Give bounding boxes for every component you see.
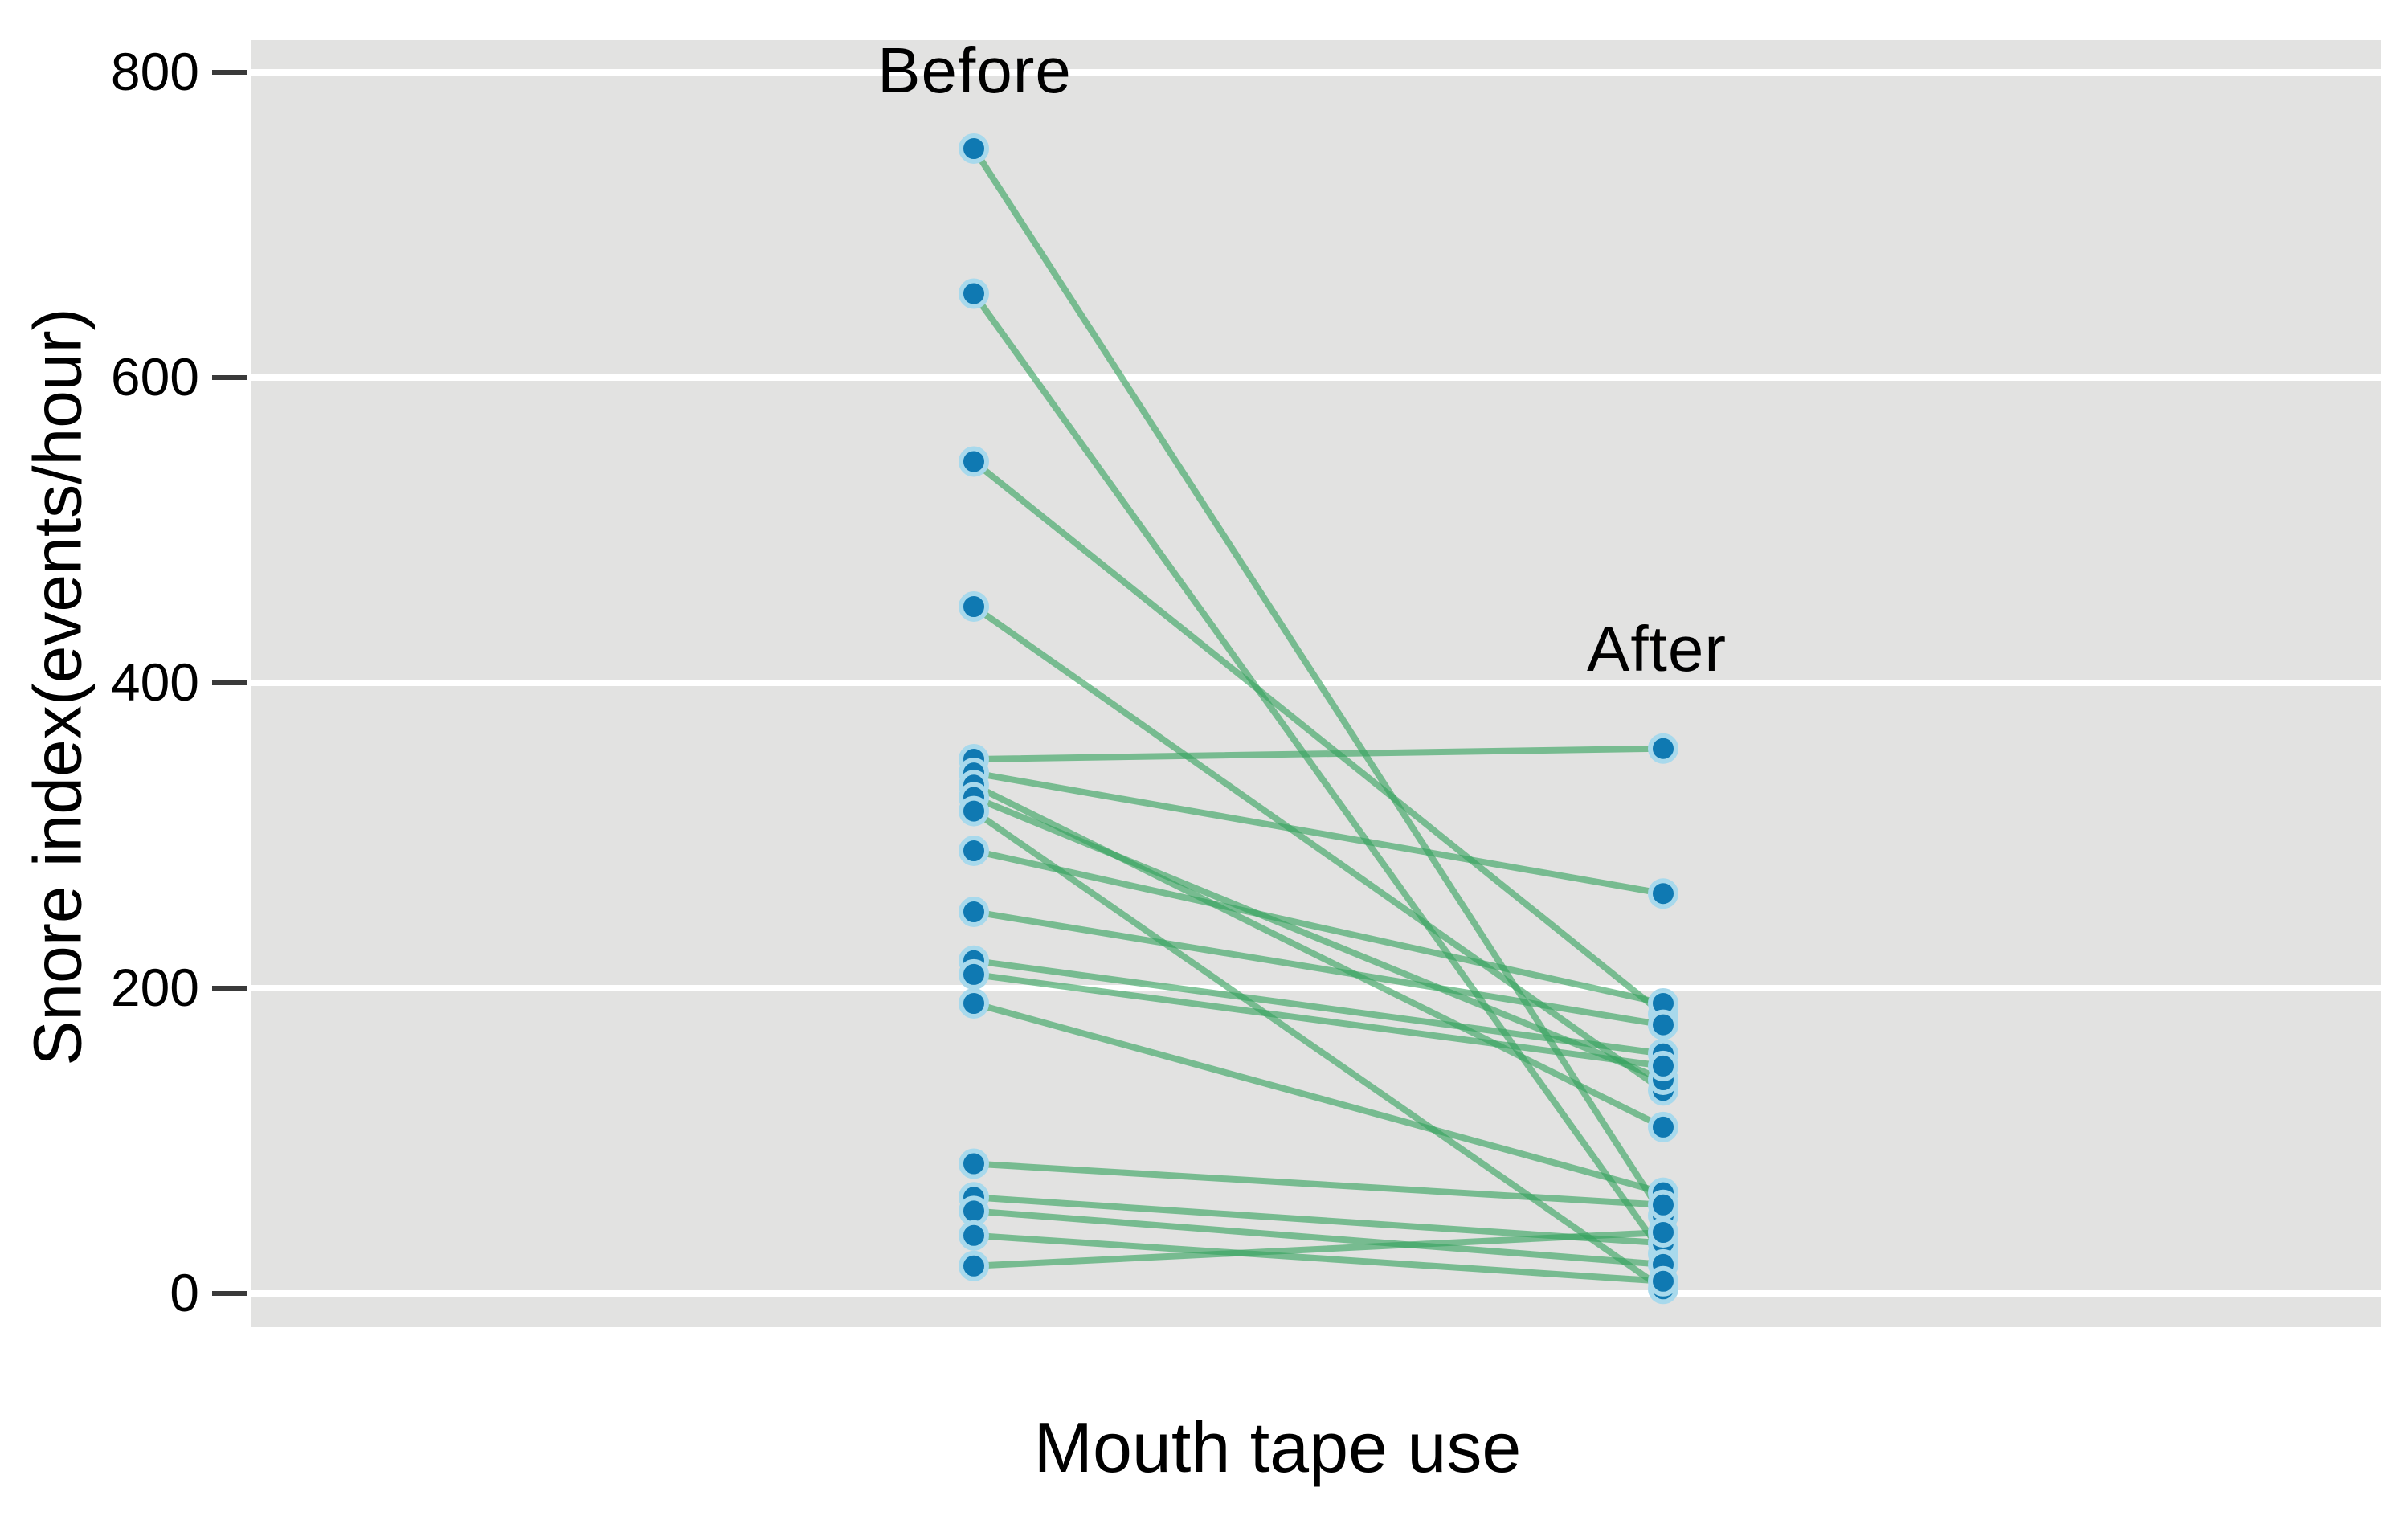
y-tick-label-0: 0 — [170, 1263, 199, 1322]
pair-line-12 — [971, 970, 1666, 1069]
pair-line-8 — [971, 807, 1666, 1293]
y-tick-label-400: 400 — [111, 652, 199, 712]
data-point-before-10 — [959, 897, 989, 927]
data-point-before-14 — [959, 1148, 989, 1179]
group-label-after: After — [1587, 613, 1727, 684]
pair-line-3 — [971, 603, 1666, 1094]
pair-line-16 — [971, 1207, 1666, 1268]
data-point-after-10 — [1648, 1009, 1678, 1040]
data-point-after-17 — [1648, 1265, 1678, 1297]
pair-line-1 — [971, 290, 1666, 1257]
y-tick-label-800: 800 — [111, 42, 199, 101]
data-point-before-8 — [959, 795, 989, 827]
data-point-after-5 — [1648, 878, 1678, 909]
data-point-after-12 — [1648, 1050, 1678, 1081]
pair-line-17 — [971, 1232, 1666, 1285]
pair-line-2 — [971, 458, 1666, 1018]
data-point-after-6 — [1648, 1111, 1678, 1142]
data-point-after-4 — [1648, 733, 1678, 764]
pair-line-14 — [971, 1160, 1666, 1208]
pair-line-10 — [971, 909, 1666, 1028]
pair-line-4 — [971, 745, 1666, 762]
data-point-before-13 — [959, 988, 989, 1019]
data-point-before-16 — [959, 1195, 989, 1227]
data-point-before-9 — [959, 836, 989, 866]
data-point-before-2 — [959, 446, 989, 477]
pair-line-9 — [971, 848, 1666, 1007]
data-point-before-1 — [959, 278, 989, 309]
data-point-after-18 — [1648, 1217, 1678, 1248]
pair-line-5 — [971, 770, 1666, 897]
y-tick-label-200: 200 — [111, 958, 199, 1017]
group-label-before: Before — [877, 35, 1072, 106]
data-point-before-12 — [959, 958, 989, 990]
data-point-before-18 — [959, 1250, 989, 1281]
y-tick-label-600: 600 — [111, 347, 199, 407]
data-point-before-3 — [959, 591, 989, 622]
pair-line-7 — [971, 794, 1666, 1083]
data-point-before-0 — [959, 133, 989, 164]
pair-line-18 — [971, 1229, 1666, 1269]
pair-line-13 — [971, 1000, 1666, 1196]
pair-line-11 — [971, 957, 1666, 1057]
data-point-after-14 — [1648, 1189, 1678, 1220]
data-point-before-17 — [959, 1220, 989, 1251]
y-axis-title: Snore index(events/hour) — [19, 308, 96, 1066]
x-axis-title: Mouth tape use — [1033, 1408, 1522, 1487]
